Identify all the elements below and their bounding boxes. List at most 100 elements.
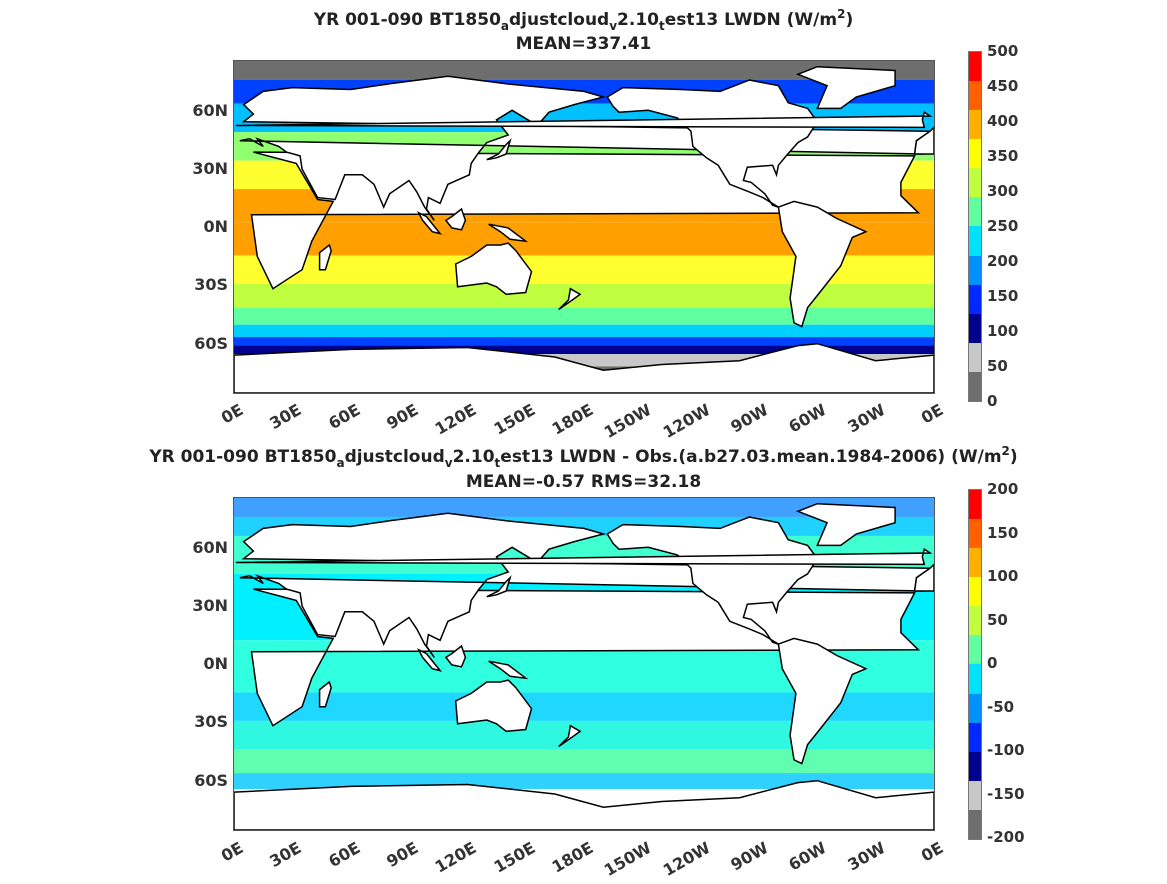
colorbar-segment xyxy=(969,780,981,810)
colorbar-tick: 100 xyxy=(987,322,1019,340)
colorbar-tick: 150 xyxy=(987,287,1019,305)
colorbar-tick: 500 xyxy=(987,42,1019,60)
colorbar-tick: 50 xyxy=(987,357,1008,375)
colorbar-segment xyxy=(969,197,981,227)
land-north-america xyxy=(606,516,819,645)
land-madagascar xyxy=(318,243,332,271)
colorbar-segment xyxy=(969,110,981,140)
x-tick-label: 60W xyxy=(785,838,830,875)
colorbar-segment xyxy=(969,139,981,169)
colorbar-segment xyxy=(969,371,981,401)
panel1-subtitle: MEAN=337.41 xyxy=(515,34,652,54)
colorbar-tick: 200 xyxy=(987,252,1019,270)
colorbar-segment xyxy=(969,664,981,694)
x-tick-label: 180E xyxy=(548,838,597,877)
x-tick-label: 60E xyxy=(324,838,364,872)
colorbar-segment xyxy=(969,722,981,752)
zonal-band xyxy=(234,283,934,308)
land-japan xyxy=(486,138,512,161)
y-tick-label: 60N xyxy=(192,538,228,557)
land-australia xyxy=(454,242,533,296)
colorbar-tick: 0 xyxy=(987,654,998,672)
land-uk xyxy=(235,111,933,129)
land-newguinea xyxy=(488,223,529,243)
y-tick-label: 60S xyxy=(194,334,228,353)
land-japan xyxy=(486,575,512,598)
colorbar-segment xyxy=(969,255,981,285)
land-europe-asia xyxy=(239,75,933,221)
land-iberia-wrap xyxy=(913,126,934,155)
colorbar-tick: 300 xyxy=(987,182,1019,200)
colorbar-tick: 50 xyxy=(987,611,1008,629)
land-australia xyxy=(454,679,533,733)
colorbar-segment xyxy=(969,606,981,636)
colorbar-tick: 150 xyxy=(987,524,1019,542)
colorbar-segment xyxy=(969,693,981,723)
land-south-america xyxy=(777,200,868,328)
zonal-band xyxy=(234,337,934,346)
colorbar-segment xyxy=(969,313,981,343)
x-tick-label: 0E xyxy=(917,838,947,866)
zonal-band xyxy=(234,345,934,355)
y-tick-label: 0N xyxy=(203,217,228,236)
y-tick-label: 60S xyxy=(194,771,228,790)
land-north-america xyxy=(606,79,819,208)
y-tick-label: 30N xyxy=(192,159,228,178)
y-tick-label: 30N xyxy=(192,596,228,615)
y-tick-label: 30S xyxy=(194,712,228,731)
colorbar-segment xyxy=(969,635,981,665)
colorbar-segment xyxy=(969,577,981,607)
colorbar-tick: -150 xyxy=(987,785,1025,803)
land-newzealand xyxy=(558,287,582,311)
colorbar-segment xyxy=(969,284,981,314)
land-antarctica xyxy=(234,342,934,393)
colorbar-segment xyxy=(969,519,981,549)
colorbar-tick: -200 xyxy=(987,828,1025,846)
colorbar-tick: -50 xyxy=(987,698,1015,716)
land-sumatra xyxy=(417,211,443,235)
land-newguinea xyxy=(488,660,529,680)
colorbar-segment xyxy=(969,809,981,839)
colorbar-tick: -100 xyxy=(987,741,1025,759)
zonal-band xyxy=(234,720,934,750)
colorbar-segment xyxy=(969,226,981,256)
y-tick-label: 60N xyxy=(192,101,228,120)
colorbar-segment xyxy=(969,490,981,520)
panel1-map-svg xyxy=(234,61,934,393)
land-borneo xyxy=(444,644,467,668)
colorbar-segment xyxy=(969,751,981,781)
colorbar-tick: 400 xyxy=(987,112,1019,130)
land-borneo xyxy=(444,207,467,231)
land-newzealand xyxy=(558,724,582,748)
colorbar-tick: 450 xyxy=(987,77,1019,95)
panel2-colorbar xyxy=(968,489,982,840)
panel2-map xyxy=(233,497,935,831)
panel2-title: YR 001-090 BT1850adjustcloudv2.10test13 … xyxy=(149,444,1018,470)
x-tick-label: 150E xyxy=(490,838,539,877)
panel1-title: YR 001-090 BT1850adjustcloudv2.10test13 … xyxy=(313,7,854,33)
colorbar-tick: 350 xyxy=(987,147,1019,165)
colorbar-tick: 200 xyxy=(987,480,1019,498)
colorbar-segment xyxy=(969,548,981,578)
zonal-band xyxy=(234,498,934,517)
panel1-colorbar xyxy=(968,51,982,402)
y-tick-label: 30S xyxy=(194,275,228,294)
land-greenland xyxy=(795,65,896,110)
colorbar-tick: 0 xyxy=(987,392,998,410)
colorbar-segment xyxy=(969,168,981,198)
zonal-band xyxy=(234,324,934,338)
land-greenland xyxy=(795,502,896,547)
x-tick-label: 0E xyxy=(217,838,247,866)
zonal-band xyxy=(234,307,934,325)
land-antarctica xyxy=(234,779,934,830)
colorbar-segment xyxy=(969,52,981,82)
x-tick-label: 120E xyxy=(431,838,480,877)
x-tick-label: 150W xyxy=(601,838,655,880)
land-south-america xyxy=(777,637,868,765)
x-tick-label: 30W xyxy=(844,838,889,875)
zonal-band xyxy=(234,749,934,774)
colorbar-segment xyxy=(969,81,981,111)
y-tick-label: 0N xyxy=(203,654,228,673)
land-europe-asia xyxy=(239,512,933,658)
x-tick-label: 90E xyxy=(383,838,422,872)
